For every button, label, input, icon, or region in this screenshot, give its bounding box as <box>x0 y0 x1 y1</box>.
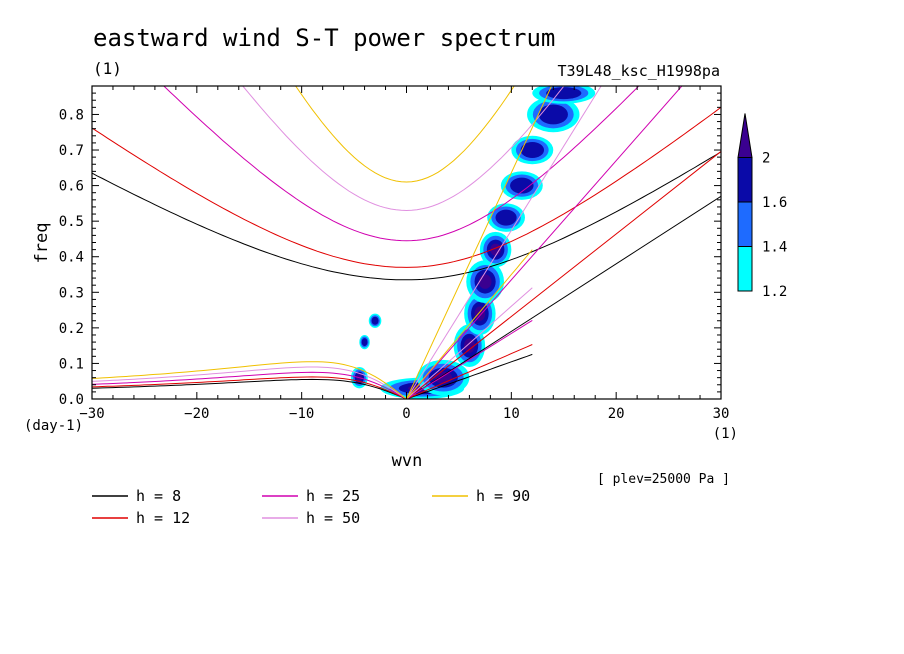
gravity-curve-1 <box>92 106 721 268</box>
power-blob-5-level-3 <box>464 338 475 353</box>
colorbar-label: 1.4 <box>762 240 787 256</box>
mixed-curve-4 <box>406 249 533 399</box>
power-blob-9-level-2 <box>495 209 517 226</box>
rossby-curve-3 <box>92 366 407 399</box>
colorbar-label: 1.6 <box>762 195 787 211</box>
mixed-curve-1 <box>406 344 533 399</box>
rossby-curve-2 <box>92 371 407 399</box>
kelvin-line-1 <box>406 151 721 399</box>
x-tick-label: −10 <box>289 406 314 422</box>
kelvin-line-2 <box>406 86 683 399</box>
y-tick-label: 0.8 <box>59 107 84 123</box>
legend: h = 8 h = 12 h = 25 h = 50 h = 90 <box>92 487 530 527</box>
legend-label-2: h = 25 <box>306 487 360 505</box>
legend-label-4: h = 90 <box>476 487 530 505</box>
colorbar-segment-1 <box>737 201 753 247</box>
power-blob-11-level-2 <box>520 142 545 158</box>
y-tick-label: 0.1 <box>59 356 84 372</box>
x-tick-label: −30 <box>79 406 104 422</box>
y-tick-label: 0.3 <box>59 285 84 301</box>
colorbar-label: 2 <box>762 151 770 167</box>
x-tick-label: 20 <box>608 406 625 422</box>
x-tick-label: 30 <box>713 406 730 422</box>
power-blob-1-level-3 <box>434 371 453 384</box>
y-axis-label: freq <box>32 223 52 264</box>
colorbar-label: 1.2 <box>762 284 787 300</box>
chart-title: eastward wind S-T power spectrum <box>93 24 555 52</box>
colorbar: 1.2 1.4 1.6 2 <box>737 113 787 300</box>
colorbar-segment-0 <box>737 246 753 292</box>
dispersion-curves <box>92 86 721 399</box>
kelvin-line-0 <box>406 195 721 399</box>
legend-label-0: h = 8 <box>136 487 181 505</box>
y-tick-label: 0.5 <box>59 214 84 230</box>
power-blob-7-level-3 <box>478 274 492 289</box>
y-axis: 0.0 0.1 0.2 0.3 0.4 0.5 0.6 0.7 0.8 <box>59 92 721 408</box>
power-blob-12-level-2 <box>538 104 568 125</box>
mixed-curve-3 <box>406 287 533 399</box>
x-axis: −30 −20 −10 0 10 20 30 <box>79 86 729 422</box>
x-axis-label: wvn <box>392 451 423 471</box>
x-tick-label: 0 <box>402 406 410 422</box>
rossby-curve-1 <box>92 376 407 399</box>
x-unit-label: (1) <box>713 426 738 442</box>
y-tick-label: 0.0 <box>59 392 84 408</box>
mixed-curve-2 <box>406 319 533 399</box>
legend-label-1: h = 12 <box>136 509 190 527</box>
gravity-curve-0 <box>92 151 721 281</box>
run-label: T39L48_ksc_H1998pa <box>557 62 720 80</box>
y-tick-label: 0.6 <box>59 179 84 195</box>
legend-label-3: h = 50 <box>306 509 360 527</box>
kelvin-line-3 <box>406 86 602 399</box>
gravity-curve-3 <box>242 86 565 212</box>
power-blob-13-level-2 <box>546 87 582 100</box>
colorbar-top-arrow <box>737 113 753 158</box>
power-blob-3-level-2 <box>371 316 379 325</box>
power-blob-4-level-2 <box>361 338 368 347</box>
x-tick-label: 10 <box>503 406 520 422</box>
unit-label: (1) <box>93 59 122 78</box>
gravity-curve-4 <box>295 86 515 183</box>
y-tick-label: 0.4 <box>59 250 84 266</box>
power-blob-6-level-3 <box>474 306 486 321</box>
y-tick-label: 0.7 <box>59 143 84 159</box>
rossby-curve-4 <box>92 361 407 399</box>
plot-frame <box>91 85 722 400</box>
rossby-curve-0 <box>92 378 407 399</box>
colorbar-segment-2 <box>737 157 753 203</box>
power-blob-10-level-2 <box>510 177 534 194</box>
y-tick-label: 0.2 <box>59 321 84 337</box>
gravity-curve-2 <box>163 86 640 242</box>
mixed-curve-0 <box>406 353 533 399</box>
y-unit-label: (day-1) <box>24 418 83 434</box>
level-note: [ plev=25000 Pa ] <box>597 472 730 487</box>
kelvin-line-4 <box>406 86 553 399</box>
x-tick-label: −20 <box>184 406 209 422</box>
